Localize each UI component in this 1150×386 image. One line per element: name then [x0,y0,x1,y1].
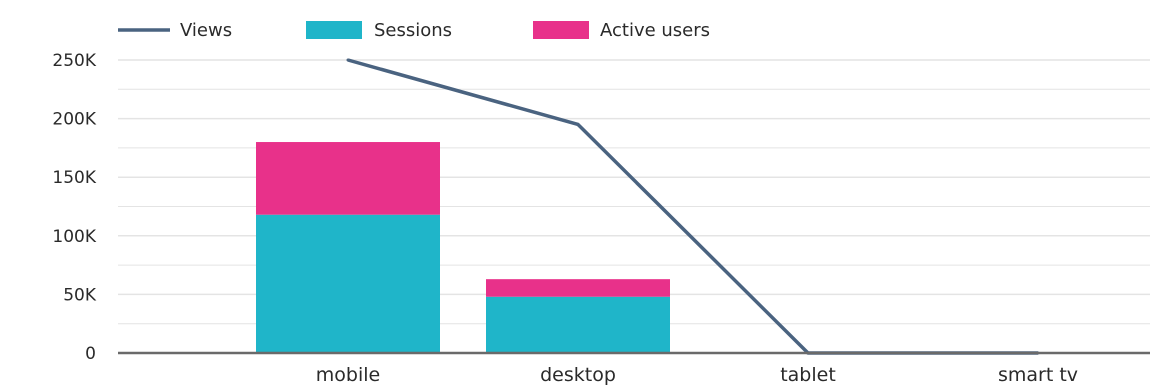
bar-sessions-mobile [256,214,440,353]
legend-swatch-box [306,21,362,39]
line-point-desktop [576,122,580,126]
y-axis-ticks: 0 50K 100K 150K 200K 250K [52,51,96,364]
legend-item-views: Views [118,20,232,41]
y-tick-label: 150K [52,168,96,188]
y-tick-label: 250K [52,51,96,71]
legend-swatch-box [533,21,589,39]
x-tick-label: mobile [316,364,380,386]
legend-label: Active users [600,20,710,41]
legend: Views Sessions Active users [118,20,710,41]
bar-active-users-mobile [256,142,440,215]
y-tick-label: 0 [85,344,96,364]
y-tick-label: 50K [63,285,97,305]
x-axis-categories: mobile desktop tablet smart tv [316,364,1078,386]
bar-sessions-desktop [486,296,670,353]
bar-active-users-desktop [486,279,670,297]
x-tick-label: smart tv [998,364,1078,386]
legend-item-active-users: Active users [533,20,710,41]
legend-item-sessions: Sessions [306,20,452,41]
x-tick-label: tablet [780,364,836,386]
y-tick-label: 100K [52,227,96,247]
line-point-mobile [346,58,350,62]
y-tick-label: 200K [52,110,96,130]
bars [256,142,670,353]
legend-label: Sessions [374,20,452,41]
legend-label: Views [180,20,232,41]
x-tick-label: desktop [540,364,616,386]
